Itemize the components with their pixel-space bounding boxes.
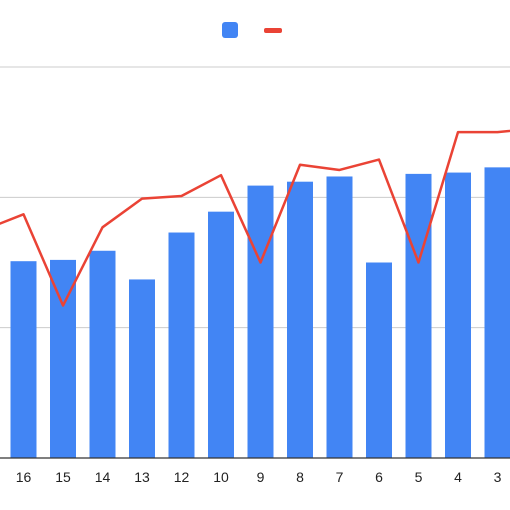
x-tick-label: 7 [336,469,344,485]
x-tick-label: 4 [454,469,462,485]
bar-12 [168,232,195,458]
bar-9 [247,185,274,458]
legend-item-line-series[interactable] [264,27,288,33]
bar-8 [287,181,313,458]
bar-15 [50,259,76,458]
x-tick-label: 5 [415,469,423,485]
legend-item-bar-series[interactable] [222,22,244,38]
legend-swatch-line [264,27,282,33]
bar-6 [366,262,392,458]
legend-swatch-bar [222,22,238,38]
x-tick-label: 10 [213,469,229,485]
bar-10 [208,211,234,458]
chart-legend [0,22,510,38]
x-tick-label: 15 [55,469,71,485]
bar-14 [89,250,116,458]
x-tick-label: 3 [494,469,502,485]
x-tick-label: 8 [296,469,304,485]
x-tick-label: 6 [375,469,383,485]
bar-4 [445,172,471,458]
x-axis: 16 15 14 13 12 10 9 8 7 6 5 4 3 [0,457,510,485]
x-tick-label: 12 [174,469,190,485]
x-tick-label: 14 [95,469,111,485]
bar-7 [326,176,353,459]
bar-series [10,167,510,459]
bar-13 [129,279,155,458]
bar-3 [484,167,510,458]
bar-5 [405,173,432,458]
x-tick-label: 13 [134,469,150,485]
x-tick-label: 9 [257,469,265,485]
x-tick-label: 16 [16,469,32,485]
bar-16 [10,261,37,458]
line-path [0,129,510,307]
line-series [0,129,510,307]
